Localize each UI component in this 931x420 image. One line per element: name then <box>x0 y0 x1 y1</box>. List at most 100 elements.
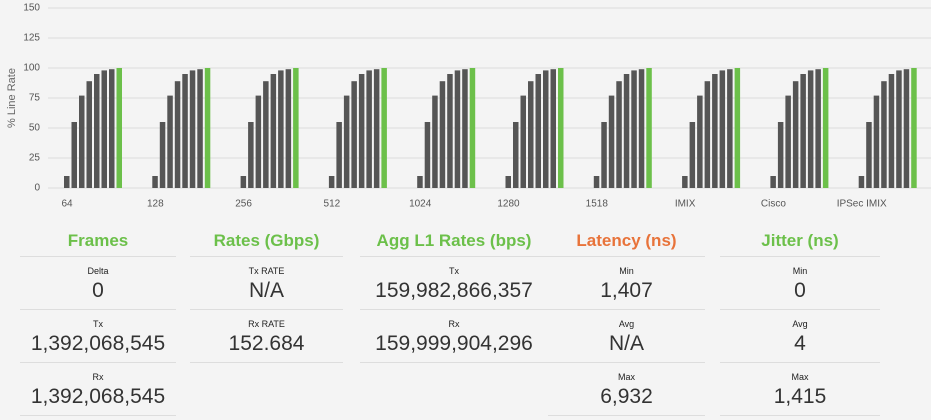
bar <box>911 68 917 188</box>
stat-label: Avg <box>792 319 808 329</box>
stat-row: Tx 1,392,068,545 <box>20 310 176 363</box>
x-tick-label: 64 <box>61 199 73 210</box>
x-tick-label: 256 <box>235 199 252 210</box>
x-tick-label: Cisco <box>761 199 786 210</box>
panel-title: Rates (Gbps) <box>190 226 343 257</box>
bar <box>689 122 696 188</box>
bar <box>255 95 262 188</box>
y-axis-title: % Line Rate <box>6 68 18 128</box>
bar <box>358 74 365 188</box>
bar <box>447 74 453 188</box>
bar <box>462 69 468 188</box>
stat-row: Avg N/A <box>548 310 705 363</box>
stat-label: Tx <box>93 319 103 329</box>
bar <box>646 68 652 188</box>
y-tick-label: 125 <box>23 33 40 44</box>
stat-value: 0 <box>92 279 104 302</box>
bar <box>263 81 269 188</box>
bar <box>439 81 446 188</box>
bar <box>159 122 166 188</box>
bar <box>873 95 880 188</box>
stat-row: Min 1,407 <box>548 257 705 310</box>
stat-panel: Latency (ns) Min 1,407 Avg N/A Max 6,932 <box>548 226 705 416</box>
bar <box>638 69 645 188</box>
stat-label: Tx <box>449 266 459 276</box>
x-tick-label: 1024 <box>409 199 432 210</box>
bar <box>888 74 895 188</box>
bar <box>593 176 600 188</box>
bar <box>608 95 615 188</box>
y-tick-label: 0 <box>34 183 40 194</box>
panel-title: Frames <box>20 226 176 257</box>
bar <box>351 81 357 188</box>
bar <box>109 69 115 188</box>
bar <box>79 95 85 188</box>
stat-panel: Agg L1 Rates (bps) Tx 159,982,866,357 Rx 159… <box>360 226 548 363</box>
stat-panel: Rates (Gbps) Tx RATE N/A Rx RATE 152.684 <box>190 226 343 363</box>
x-tick-label: 1280 <box>497 199 520 210</box>
x-tick-label: IMIX <box>675 199 696 210</box>
bar <box>712 74 718 188</box>
stat-row: Min 0 <box>720 257 880 310</box>
bar <box>866 122 872 188</box>
stat-label: Rx RATE <box>248 319 285 329</box>
stat-value: 6,932 <box>600 385 653 408</box>
bar <box>682 176 688 188</box>
stat-label: Max <box>791 372 809 382</box>
bar <box>734 68 741 188</box>
bar <box>558 68 564 188</box>
bar <box>182 74 188 188</box>
bar <box>815 69 821 188</box>
bar <box>101 70 107 188</box>
stat-row: Rx 159,999,904,296 <box>360 310 548 363</box>
x-tick-label: 128 <box>147 199 164 210</box>
bar <box>116 68 122 188</box>
bar <box>770 176 776 188</box>
x-tick-label: 1518 <box>586 199 609 210</box>
bar <box>550 69 556 188</box>
bar <box>197 69 203 188</box>
bar <box>373 69 380 188</box>
bar <box>189 70 196 188</box>
bar <box>167 95 173 188</box>
stat-label: Tx RATE <box>248 266 285 276</box>
bar <box>248 122 254 188</box>
y-tick-label: 75 <box>29 93 41 104</box>
bar <box>903 69 910 188</box>
bar <box>697 95 703 188</box>
bar <box>240 176 247 188</box>
stat-row: Avg 4 <box>720 310 880 363</box>
bar <box>343 95 350 188</box>
chart: % Line Rate 0 25 50 75 100 125 150 64 128 256 512 1… <box>6 3 931 210</box>
stat-value: 1,392,068,545 <box>30 385 166 408</box>
stat-row: Max 6,932 <box>548 363 705 416</box>
stat-row: Tx RATE N/A <box>190 257 343 310</box>
stat-panel: Frames Delta 0 Tx 1,392,068,545 Rx 1,392,068,5… <box>20 226 176 416</box>
bar <box>86 81 92 188</box>
bar <box>204 68 211 188</box>
bar <box>785 95 791 188</box>
stat-panel: Jitter (ns) Min 0 Avg 4 Max 1,415 <box>720 226 880 416</box>
stat-row: Rx RATE 152.684 <box>190 310 343 363</box>
x-tick-label: IPSec IMIX <box>837 199 887 210</box>
stat-value: N/A <box>248 279 284 302</box>
bar <box>719 70 726 188</box>
bar <box>174 81 181 188</box>
stat-label: Avg <box>618 319 635 329</box>
stat-label: Delta <box>87 266 109 276</box>
stat-row: Max 1,415 <box>720 363 880 416</box>
bar <box>616 81 622 188</box>
bar <box>270 74 277 188</box>
stat-value: 4 <box>794 332 806 355</box>
bar <box>535 74 541 188</box>
bar <box>71 122 77 188</box>
stat-label: Min <box>792 266 808 276</box>
stat-value: 1,392,068,545 <box>30 332 166 355</box>
bar <box>792 81 799 188</box>
bar <box>704 81 711 188</box>
x-tick-label: 512 <box>324 199 341 210</box>
stat-value: 159,982,866,357 <box>375 279 533 302</box>
panel-title: Agg L1 Rates (bps) <box>360 226 548 257</box>
stat-row: Rx 1,392,068,545 <box>20 363 176 416</box>
